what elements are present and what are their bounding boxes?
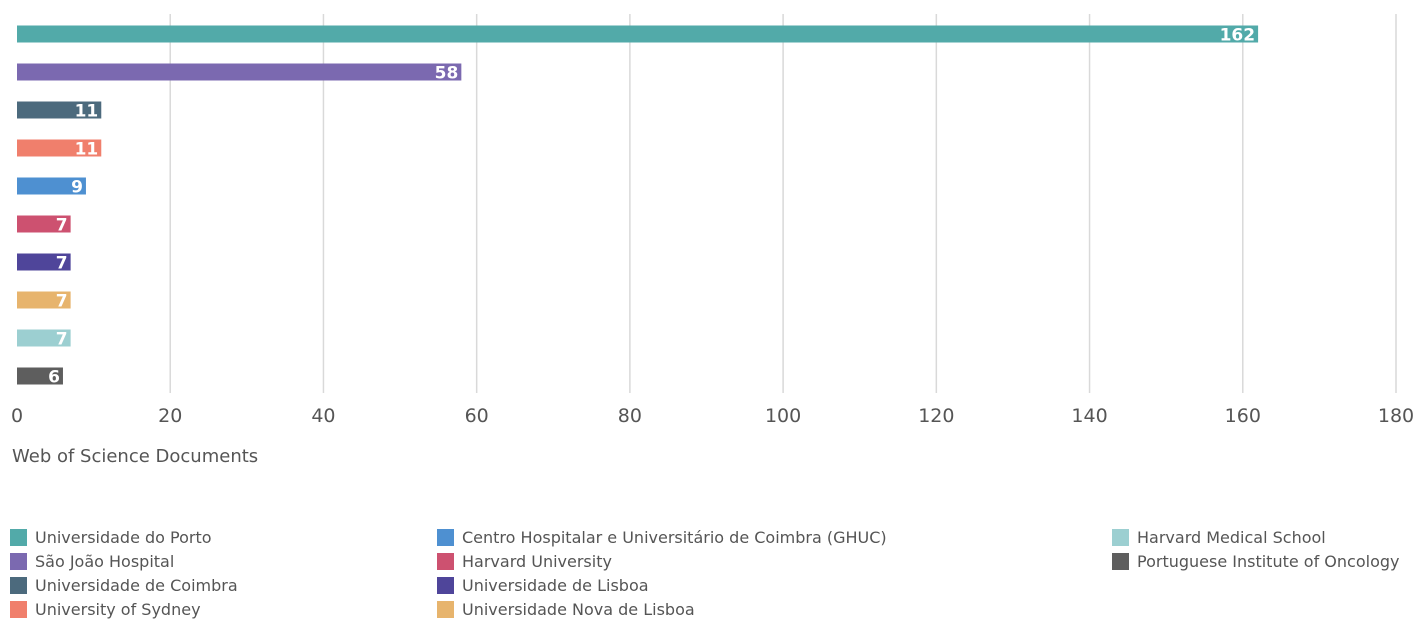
legend-label: Universidade do Porto: [35, 527, 212, 547]
x-tick-label: 60: [465, 405, 489, 427]
x-tick-label: 80: [618, 405, 642, 427]
bar: [17, 291, 71, 309]
bar: [17, 63, 462, 81]
data-label: 11: [75, 102, 99, 122]
legend-label: Harvard University: [462, 551, 612, 571]
legend-swatch: [10, 552, 27, 570]
x-tick-label: 40: [311, 405, 335, 427]
legend-label: Universidade de Coimbra: [35, 575, 238, 595]
x-tick-label: 0: [11, 405, 23, 427]
bar: [17, 177, 86, 195]
legend-item: Universidade Nova de Lisboa: [437, 599, 695, 619]
x-tick-label: 100: [765, 405, 801, 427]
legend-item: Universidade do Porto: [10, 527, 212, 547]
data-label: 7: [56, 292, 68, 312]
legend-item: Harvard Medical School: [1112, 527, 1326, 547]
legend-label: Centro Hospitalar e Universitário de Coi…: [462, 527, 887, 547]
legend-swatch: [437, 600, 454, 618]
bar: [17, 215, 71, 233]
legend-label: University of Sydney: [35, 599, 201, 619]
x-axis-label: Web of Science Documents: [12, 446, 259, 467]
bar: [17, 367, 63, 385]
legend-item: Portuguese Institute of Oncology: [1112, 551, 1399, 571]
legend-label: Portuguese Institute of Oncology: [1137, 551, 1400, 571]
bar: [17, 101, 102, 119]
data-label: 58: [435, 64, 459, 84]
legend-swatch: [1112, 528, 1129, 546]
x-tick-label: 180: [1378, 405, 1414, 427]
legend-swatch: [10, 600, 27, 618]
legend-swatch: [10, 528, 27, 546]
x-tick-label: 160: [1225, 405, 1261, 427]
legend-item: Harvard University: [437, 551, 612, 571]
legend-item: Universidade de Lisboa: [437, 575, 649, 595]
legend-swatch: [437, 552, 454, 570]
legend-item: São João Hospital: [10, 551, 174, 571]
data-label: 7: [56, 254, 68, 274]
x-tick-label: 140: [1071, 405, 1107, 427]
bar: [17, 329, 71, 347]
x-tick-label: 20: [158, 405, 182, 427]
data-label: 162: [1220, 26, 1256, 46]
legend-item: Universidade de Coimbra: [10, 575, 238, 595]
data-label: 6: [48, 368, 60, 388]
legend-label: Universidade Nova de Lisboa: [462, 599, 695, 619]
legend-swatch: [437, 528, 454, 546]
legend-swatch: [1112, 552, 1129, 570]
data-label: 11: [75, 140, 99, 160]
legend-label: São João Hospital: [35, 551, 175, 571]
data-label: 7: [56, 216, 68, 236]
bar: [17, 25, 1259, 43]
legend-item: Centro Hospitalar e Universitário de Coi…: [437, 527, 887, 547]
data-label: 7: [56, 330, 68, 350]
legend-item: University of Sydney: [10, 599, 201, 619]
legend-label: Harvard Medical School: [1137, 527, 1326, 547]
x-tick-label: 120: [918, 405, 954, 427]
bar: [17, 253, 71, 271]
legend-label: Universidade de Lisboa: [462, 575, 649, 595]
legend-swatch: [10, 576, 27, 594]
legend-swatch: [437, 576, 454, 594]
data-label: 9: [71, 178, 83, 198]
bar: [17, 139, 102, 157]
x-tick-labels: 0 20 40 60 80 100 120 140 160 180: [11, 405, 1414, 427]
